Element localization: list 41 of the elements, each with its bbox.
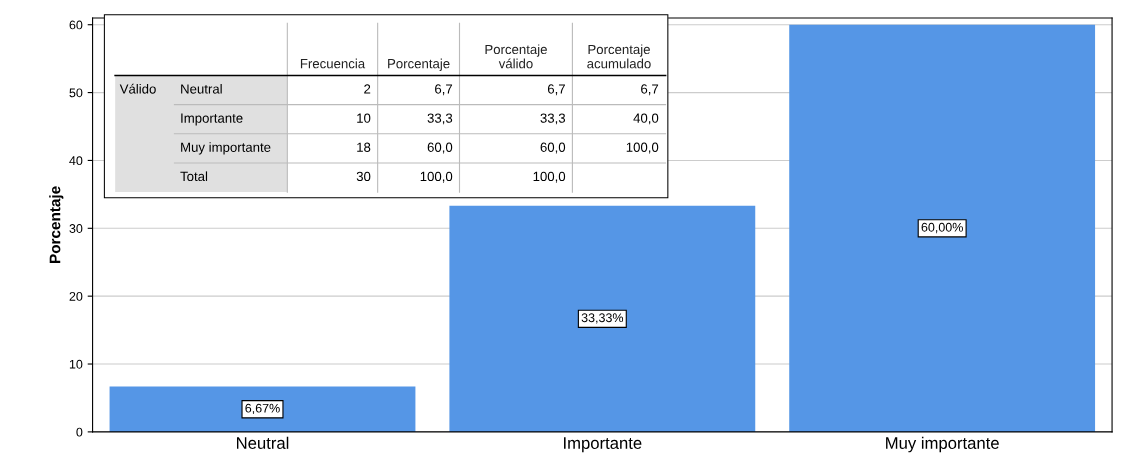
category-label: Total (180, 171, 208, 182)
data-label: 33,33% (581, 313, 624, 324)
text: 40,0 (633, 113, 659, 125)
bar (109, 386, 416, 432)
category-label: Neutral (181, 83, 222, 94)
y-tick-label: 30 (69, 224, 83, 233)
y-tick-label: 0 (76, 427, 83, 437)
text: Válido (119, 83, 156, 94)
text: 60,0 (540, 142, 566, 154)
category-label: Porcentaje (388, 58, 450, 71)
x-tick-label: Neutral (237, 436, 289, 449)
bar (449, 205, 756, 432)
data-label: 6,67% (245, 403, 280, 415)
category-label: Muy importante (181, 142, 271, 155)
text: 30 (356, 171, 371, 182)
category-label: Importante (181, 113, 243, 126)
text: 100,0 (626, 142, 659, 154)
category-label: Porcentaje acumulado (587, 44, 651, 69)
text: 33,3 (427, 113, 453, 125)
text: 10 (357, 113, 371, 123)
text: 6,7 (641, 84, 659, 96)
data-label: 60,00% (921, 222, 963, 234)
bar (789, 24, 1096, 432)
text: 6,7 (435, 84, 453, 96)
text: 100,0 (533, 171, 566, 183)
y-tick-label: 50 (69, 88, 83, 98)
text: 33,3 (540, 113, 566, 125)
y-tick-label: 10 (69, 359, 83, 369)
text: 6,7 (547, 84, 565, 96)
x-tick-label: Muy importante (886, 436, 999, 453)
category-label: Frecuencia (300, 58, 366, 69)
text: 2 (364, 84, 371, 94)
y-axis-title: Porcentaje (49, 186, 64, 263)
category-label: Porcentaje válido (485, 44, 547, 69)
text: 60,0 (427, 142, 453, 154)
y-tick-label: 20 (69, 291, 83, 301)
x-tick-label: Importante (564, 437, 642, 453)
y-tick-label: 40 (69, 156, 83, 166)
text: 18 (357, 142, 371, 152)
y-tick-label: 60 (69, 20, 83, 30)
text: 100,0 (420, 171, 453, 183)
